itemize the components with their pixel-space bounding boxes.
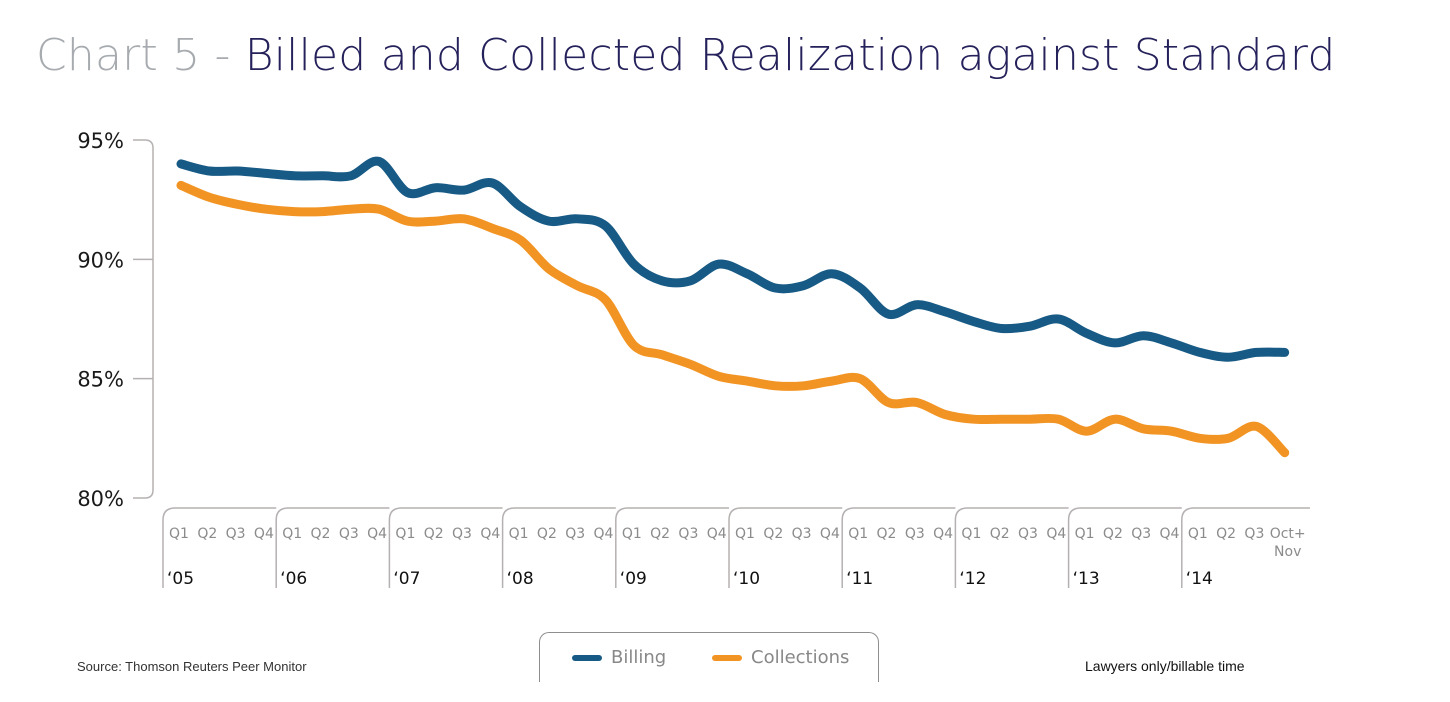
x-tick-label: Q3 bbox=[1131, 526, 1151, 542]
y-axis-line bbox=[133, 139, 154, 499]
x-tick-label: Q3 bbox=[1244, 526, 1264, 542]
legend-item-billing: Billing bbox=[572, 647, 666, 668]
year-bracket bbox=[388, 507, 503, 588]
year-label: ‘14 bbox=[1186, 569, 1213, 589]
x-tick-label: Q4 bbox=[594, 526, 614, 542]
x-tick-label: Q4 bbox=[707, 526, 727, 542]
x-tick-label: Q1 bbox=[1075, 526, 1095, 542]
legend-item-collections: Collections bbox=[712, 647, 849, 668]
year-bracket bbox=[1181, 507, 1310, 588]
x-axis: Q1 Q2 Q3 Q4 ‘05 Q1 Q2 Q3 Q4 ‘06 Q1 Q2 Q3 Q4 ‘07 Q1 Q2 Q3 Q… bbox=[162, 507, 1310, 589]
source-note: Source: Thomson Reuters Peer Monitor bbox=[77, 659, 307, 674]
year-label: ‘09 bbox=[620, 569, 647, 589]
y-tick-label: 85% bbox=[77, 368, 124, 392]
x-tick-label: Q2 bbox=[1216, 526, 1236, 542]
x-tick-label: Q4 bbox=[1046, 526, 1066, 542]
year-bracket bbox=[275, 507, 390, 588]
x-tick-label: Q3 bbox=[565, 526, 585, 542]
x-tick-label: Q1 bbox=[282, 526, 302, 542]
legend-swatch-collections bbox=[712, 654, 742, 661]
x-tick-label: Q3 bbox=[226, 526, 246, 542]
x-tick-label: Q4 bbox=[480, 526, 500, 542]
y-axis: 80% 85% 90% 95% bbox=[77, 129, 154, 511]
x-tick-label: Q3 bbox=[452, 526, 472, 542]
year-bracket bbox=[1067, 507, 1182, 588]
series-layer bbox=[176, 156, 1290, 458]
year-bracket bbox=[162, 507, 277, 588]
x-tick-label: Q4 bbox=[254, 526, 274, 542]
x-tick-label: Q4 bbox=[367, 526, 387, 542]
year-bracket bbox=[501, 507, 616, 588]
x-tick-label: Q2 bbox=[1103, 526, 1123, 542]
year-bracket bbox=[615, 507, 729, 588]
year-label: ‘10 bbox=[733, 569, 760, 589]
x-tick-label: Q4 bbox=[820, 526, 840, 542]
x-tick-label: Q3 bbox=[905, 526, 925, 542]
x-tick-label: Q2 bbox=[537, 526, 557, 542]
series-line-collections bbox=[176, 180, 1290, 458]
x-tick-label: Q4 bbox=[933, 526, 953, 542]
year-bracket bbox=[841, 507, 956, 588]
year-label: ‘05 bbox=[167, 569, 194, 589]
year-label: ‘07 bbox=[393, 569, 420, 589]
legend-swatch-billing bbox=[572, 654, 602, 661]
x-tick-label: Q2 bbox=[650, 526, 670, 542]
x-tick-label: Q1 bbox=[1188, 526, 1208, 542]
x-tick-label: Q1 bbox=[622, 526, 642, 542]
year-label: ‘06 bbox=[280, 569, 307, 589]
x-tick-label: Q1 bbox=[509, 526, 529, 542]
x-tick-label: Q3 bbox=[678, 526, 698, 542]
x-tick-label: Q1 bbox=[169, 526, 189, 542]
x-tick-label: Q2 bbox=[311, 526, 331, 542]
year-label: ‘12 bbox=[959, 569, 986, 589]
x-tick-label: Q2 bbox=[990, 526, 1010, 542]
year-bracket bbox=[728, 507, 843, 588]
x-tick-label: Q1 bbox=[961, 526, 981, 542]
chart-title-prefix: Chart 5 - bbox=[36, 30, 245, 81]
chart-title-main: Billed and Collected Realization against… bbox=[244, 30, 1336, 81]
legend: Billing Collections bbox=[539, 632, 879, 682]
year-label: ‘08 bbox=[507, 569, 534, 589]
x-tick-label: Q3 bbox=[1018, 526, 1038, 542]
x-tick-label: Q2 bbox=[877, 526, 897, 542]
y-tick-label: 90% bbox=[77, 248, 124, 272]
x-tick-label: Q1 bbox=[395, 526, 415, 542]
x-tick-label: Q1 bbox=[848, 526, 868, 542]
year-label: ‘11 bbox=[846, 569, 873, 589]
legend-label-billing: Billing bbox=[611, 647, 667, 668]
x-tick-label: Q4 bbox=[1160, 526, 1180, 542]
x-tick-label: Nov bbox=[1274, 544, 1301, 560]
x-tick-label: Q1 bbox=[735, 526, 755, 542]
footnote: Lawyers only/billable time bbox=[1085, 658, 1245, 674]
x-tick-label: Oct+ bbox=[1270, 526, 1306, 542]
year-label: ‘13 bbox=[1073, 569, 1100, 589]
y-tick-label: 80% bbox=[77, 487, 124, 511]
x-tick-label: Q2 bbox=[424, 526, 444, 542]
legend-label-collections: Collections bbox=[751, 647, 850, 668]
x-tick-label: Q3 bbox=[792, 526, 812, 542]
chart-title: Chart 5 - Billed and Collected Realizati… bbox=[36, 30, 1336, 81]
y-tick-label: 95% bbox=[77, 129, 124, 153]
x-tick-label: Q3 bbox=[339, 526, 359, 542]
year-bracket bbox=[954, 507, 1069, 588]
series-line-billing bbox=[176, 156, 1290, 362]
x-tick-label: Q2 bbox=[763, 526, 783, 542]
x-tick-label: Q2 bbox=[197, 526, 217, 542]
